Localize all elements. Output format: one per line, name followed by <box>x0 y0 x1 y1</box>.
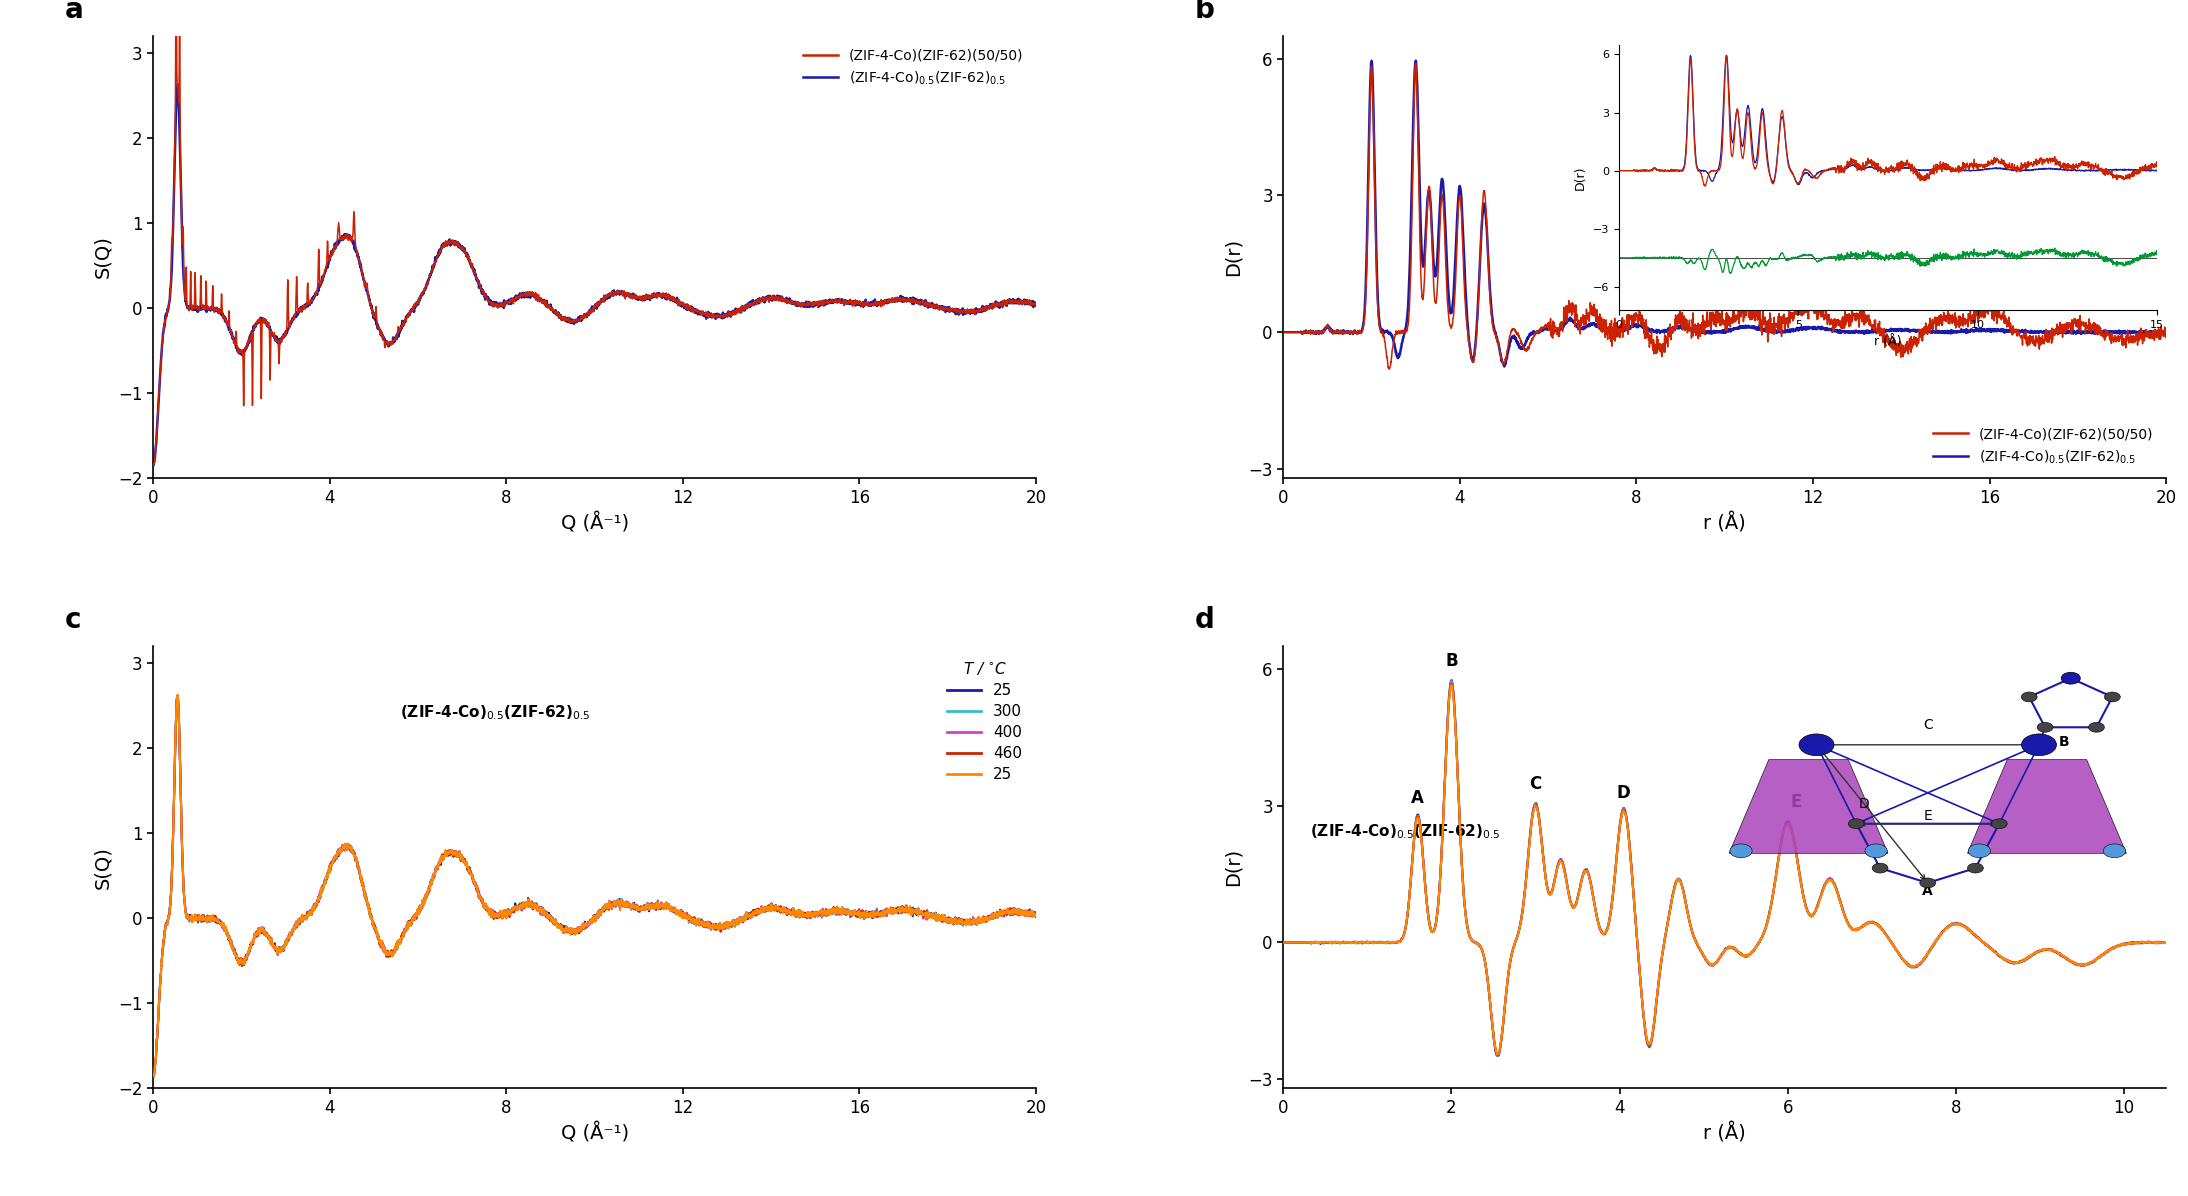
Text: B: B <box>1444 652 1457 670</box>
X-axis label: r (Å): r (Å) <box>1702 512 1746 533</box>
Legend: (ZIF-4-Co)(ZIF-62)(50/50), (ZIF-4-Co)$_{0.5}$(ZIF-62)$_{0.5}$: (ZIF-4-Co)(ZIF-62)(50/50), (ZIF-4-Co)$_{… <box>1928 422 2160 471</box>
X-axis label: Q (Å⁻¹): Q (Å⁻¹) <box>560 1122 628 1143</box>
Text: E: E <box>1790 793 1803 811</box>
Text: b: b <box>1195 0 1214 24</box>
Y-axis label: D(r): D(r) <box>1223 848 1243 886</box>
Text: C: C <box>1529 775 1543 793</box>
Text: D: D <box>1617 785 1630 803</box>
Y-axis label: S(Q): S(Q) <box>94 846 114 889</box>
X-axis label: Q (Å⁻¹): Q (Å⁻¹) <box>560 512 628 533</box>
Legend: 25, 300, 400, 460, 25: 25, 300, 400, 460, 25 <box>941 654 1028 788</box>
X-axis label: r (Å): r (Å) <box>1702 1122 1746 1143</box>
Text: (ZIF-4-Co)$_{0.5}$(ZIF-62)$_{0.5}$: (ZIF-4-Co)$_{0.5}$(ZIF-62)$_{0.5}$ <box>1311 823 1501 841</box>
Text: a: a <box>66 0 83 24</box>
Text: c: c <box>66 606 81 634</box>
Text: (ZIF-4-Co)$_{0.5}$(ZIF-62)$_{0.5}$: (ZIF-4-Co)$_{0.5}$(ZIF-62)$_{0.5}$ <box>400 703 591 721</box>
Text: A: A <box>1411 788 1424 806</box>
Legend: (ZIF-4-Co)(ZIF-62)(50/50), (ZIF-4-Co)$_{0.5}$(ZIF-62)$_{0.5}$: (ZIF-4-Co)(ZIF-62)(50/50), (ZIF-4-Co)$_{… <box>799 43 1028 92</box>
Y-axis label: D(r): D(r) <box>1223 238 1243 276</box>
Text: d: d <box>1195 606 1214 634</box>
Y-axis label: S(Q): S(Q) <box>94 236 114 279</box>
